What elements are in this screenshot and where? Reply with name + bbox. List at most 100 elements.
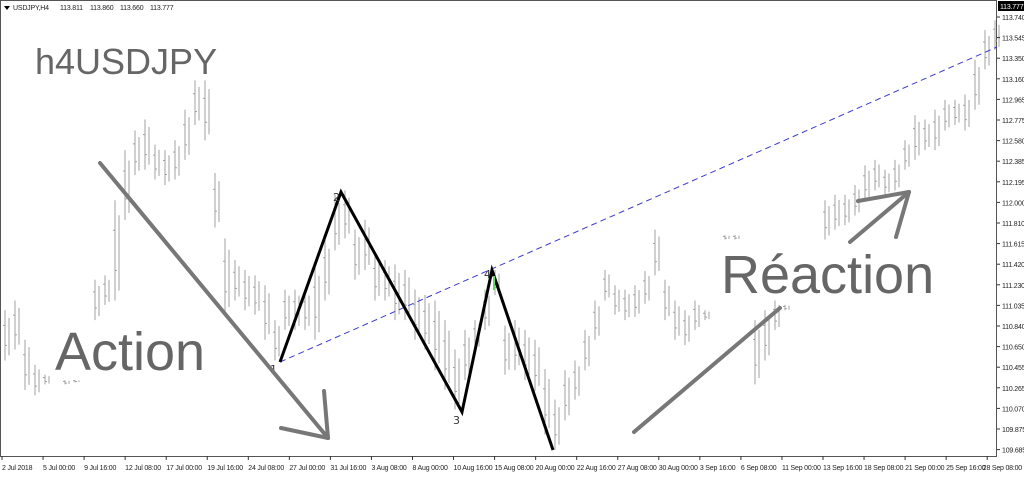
y-tick-label: 110.650 (1002, 345, 1024, 352)
price-bar (823, 200, 830, 240)
y-axis: 113.740 113.545 113.350 113.160 112.965 112.7… (997, 15, 1024, 455)
price-bar (193, 80, 200, 126)
price-bar (873, 159, 880, 191)
reaction-line[interactable] (632, 306, 782, 434)
price-bar (103, 275, 110, 305)
price-bar (703, 310, 710, 321)
price-bar (633, 285, 640, 317)
price-bar (923, 119, 930, 151)
x-tick-label: 15 Aug 08:00 (495, 465, 534, 472)
price-bar (173, 140, 180, 180)
reaction-arrow-icon[interactable] (848, 190, 911, 244)
price-bar (143, 119, 150, 170)
y-tick-label: 112.000 (1002, 200, 1024, 207)
x-tick-label: 2 Jul 2018 (2, 465, 33, 472)
price-bar (943, 99, 950, 131)
wave-label-3: 3 (453, 414, 460, 427)
price-bar (833, 194, 840, 230)
action-arrow-icon[interactable] (98, 161, 330, 440)
price-bar (953, 99, 960, 126)
x-tick-label: 18 Sep 08:00 (864, 465, 904, 472)
price-bar (683, 310, 690, 346)
price-bar (783, 304, 790, 311)
price-bar (43, 374, 50, 385)
y-tick-label: 109.875 (1002, 427, 1024, 434)
price-bar (913, 115, 920, 160)
price-bar (663, 279, 670, 321)
y-tick-label: 109.685 (1002, 448, 1024, 455)
price-bar (583, 329, 590, 371)
price-bar (163, 150, 170, 185)
price-bar (63, 380, 70, 385)
y-tick-label: 112.195 (1002, 180, 1024, 187)
x-tick-label: 13 Sep 16:00 (823, 465, 863, 472)
trendline[interactable] (279, 46, 998, 363)
y-tick-label: 111.420 (1002, 262, 1024, 269)
price-bar (643, 271, 650, 304)
price-bar (373, 254, 380, 301)
y-tick-label: 112.580 (1002, 139, 1024, 146)
y-tick-label: 113.160 (1002, 77, 1024, 84)
price-bar (973, 59, 980, 110)
price-bar (323, 239, 330, 301)
price-bar (203, 80, 210, 141)
zigzag-waves[interactable] (278, 188, 555, 451)
price-bar (863, 165, 870, 201)
y-tick-label: 113.350 (1002, 56, 1024, 63)
price-bar (353, 229, 360, 280)
x-tick-label: 9 Jul 16:00 (84, 465, 116, 472)
price-bar (263, 285, 270, 340)
current-price: 113.777 (1000, 4, 1024, 11)
price-bar (613, 285, 620, 315)
price-bar (843, 194, 850, 226)
action-label: Action (55, 322, 205, 382)
price-bar (233, 260, 240, 301)
y-tick-label: 111.035 (1002, 303, 1024, 310)
price-bar (223, 238, 230, 315)
ohlc-close: 113.777 (150, 5, 174, 12)
x-tick-label: 12 Jul 08:00 (125, 465, 161, 472)
y-tick-label: 112.385 (1002, 159, 1024, 166)
price-bar (13, 300, 20, 350)
price-bar (93, 279, 100, 321)
price-bar (933, 109, 940, 151)
x-tick-label: 3 Sep 16:00 (700, 465, 736, 472)
x-tick-label: 3 Aug 08:00 (371, 465, 406, 472)
price-bar (433, 300, 440, 371)
price-bar (623, 289, 630, 321)
y-tick-label: 113.740 (1002, 15, 1024, 22)
price-bar (733, 235, 740, 240)
price-bar (133, 130, 140, 176)
x-tick-label: 30 Aug 00:00 (659, 465, 698, 472)
x-tick-label: 22 Aug 16:00 (577, 465, 616, 472)
price-bar (33, 364, 40, 396)
price-bar (593, 300, 600, 340)
x-tick-label: 10 Aug 16:00 (454, 465, 493, 472)
y-tick-label: 112.775 (1002, 118, 1024, 125)
price-bar (403, 269, 410, 321)
dropdown-triangle-icon[interactable] (4, 6, 10, 10)
price-bar (993, 20, 1000, 50)
x-tick-label: 6 Sep 08:00 (741, 465, 777, 472)
y-tick-label: 110.840 (1002, 324, 1024, 331)
price-bar (673, 300, 680, 340)
price-bar (283, 289, 290, 330)
price-bar (463, 329, 470, 381)
x-tick-label: 21 Sep 00:00 (905, 465, 945, 472)
price-bar (313, 264, 320, 340)
y-tick-label: 112.965 (1002, 97, 1024, 104)
x-tick-label: 31 Jul 16:00 (330, 465, 366, 472)
wave-label-2: 2 (333, 191, 340, 204)
price-bar (153, 144, 160, 180)
price-bar (903, 140, 910, 170)
price-bar (503, 325, 510, 375)
x-axis: 2 Jul 2018 5 Jul 00:00 9 Jul 16:00 12 Jul 0… (1, 456, 1023, 472)
price-bar (533, 339, 540, 391)
y-tick-label: 110.265 (1002, 386, 1024, 393)
price-bar (123, 150, 130, 220)
x-tick-label: 5 Jul 00:00 (43, 465, 75, 472)
ohlc-open: 113.811 (60, 5, 83, 12)
reaction-label: Réaction (721, 245, 934, 305)
x-tick-label: 27 Jul 00:00 (289, 465, 325, 472)
